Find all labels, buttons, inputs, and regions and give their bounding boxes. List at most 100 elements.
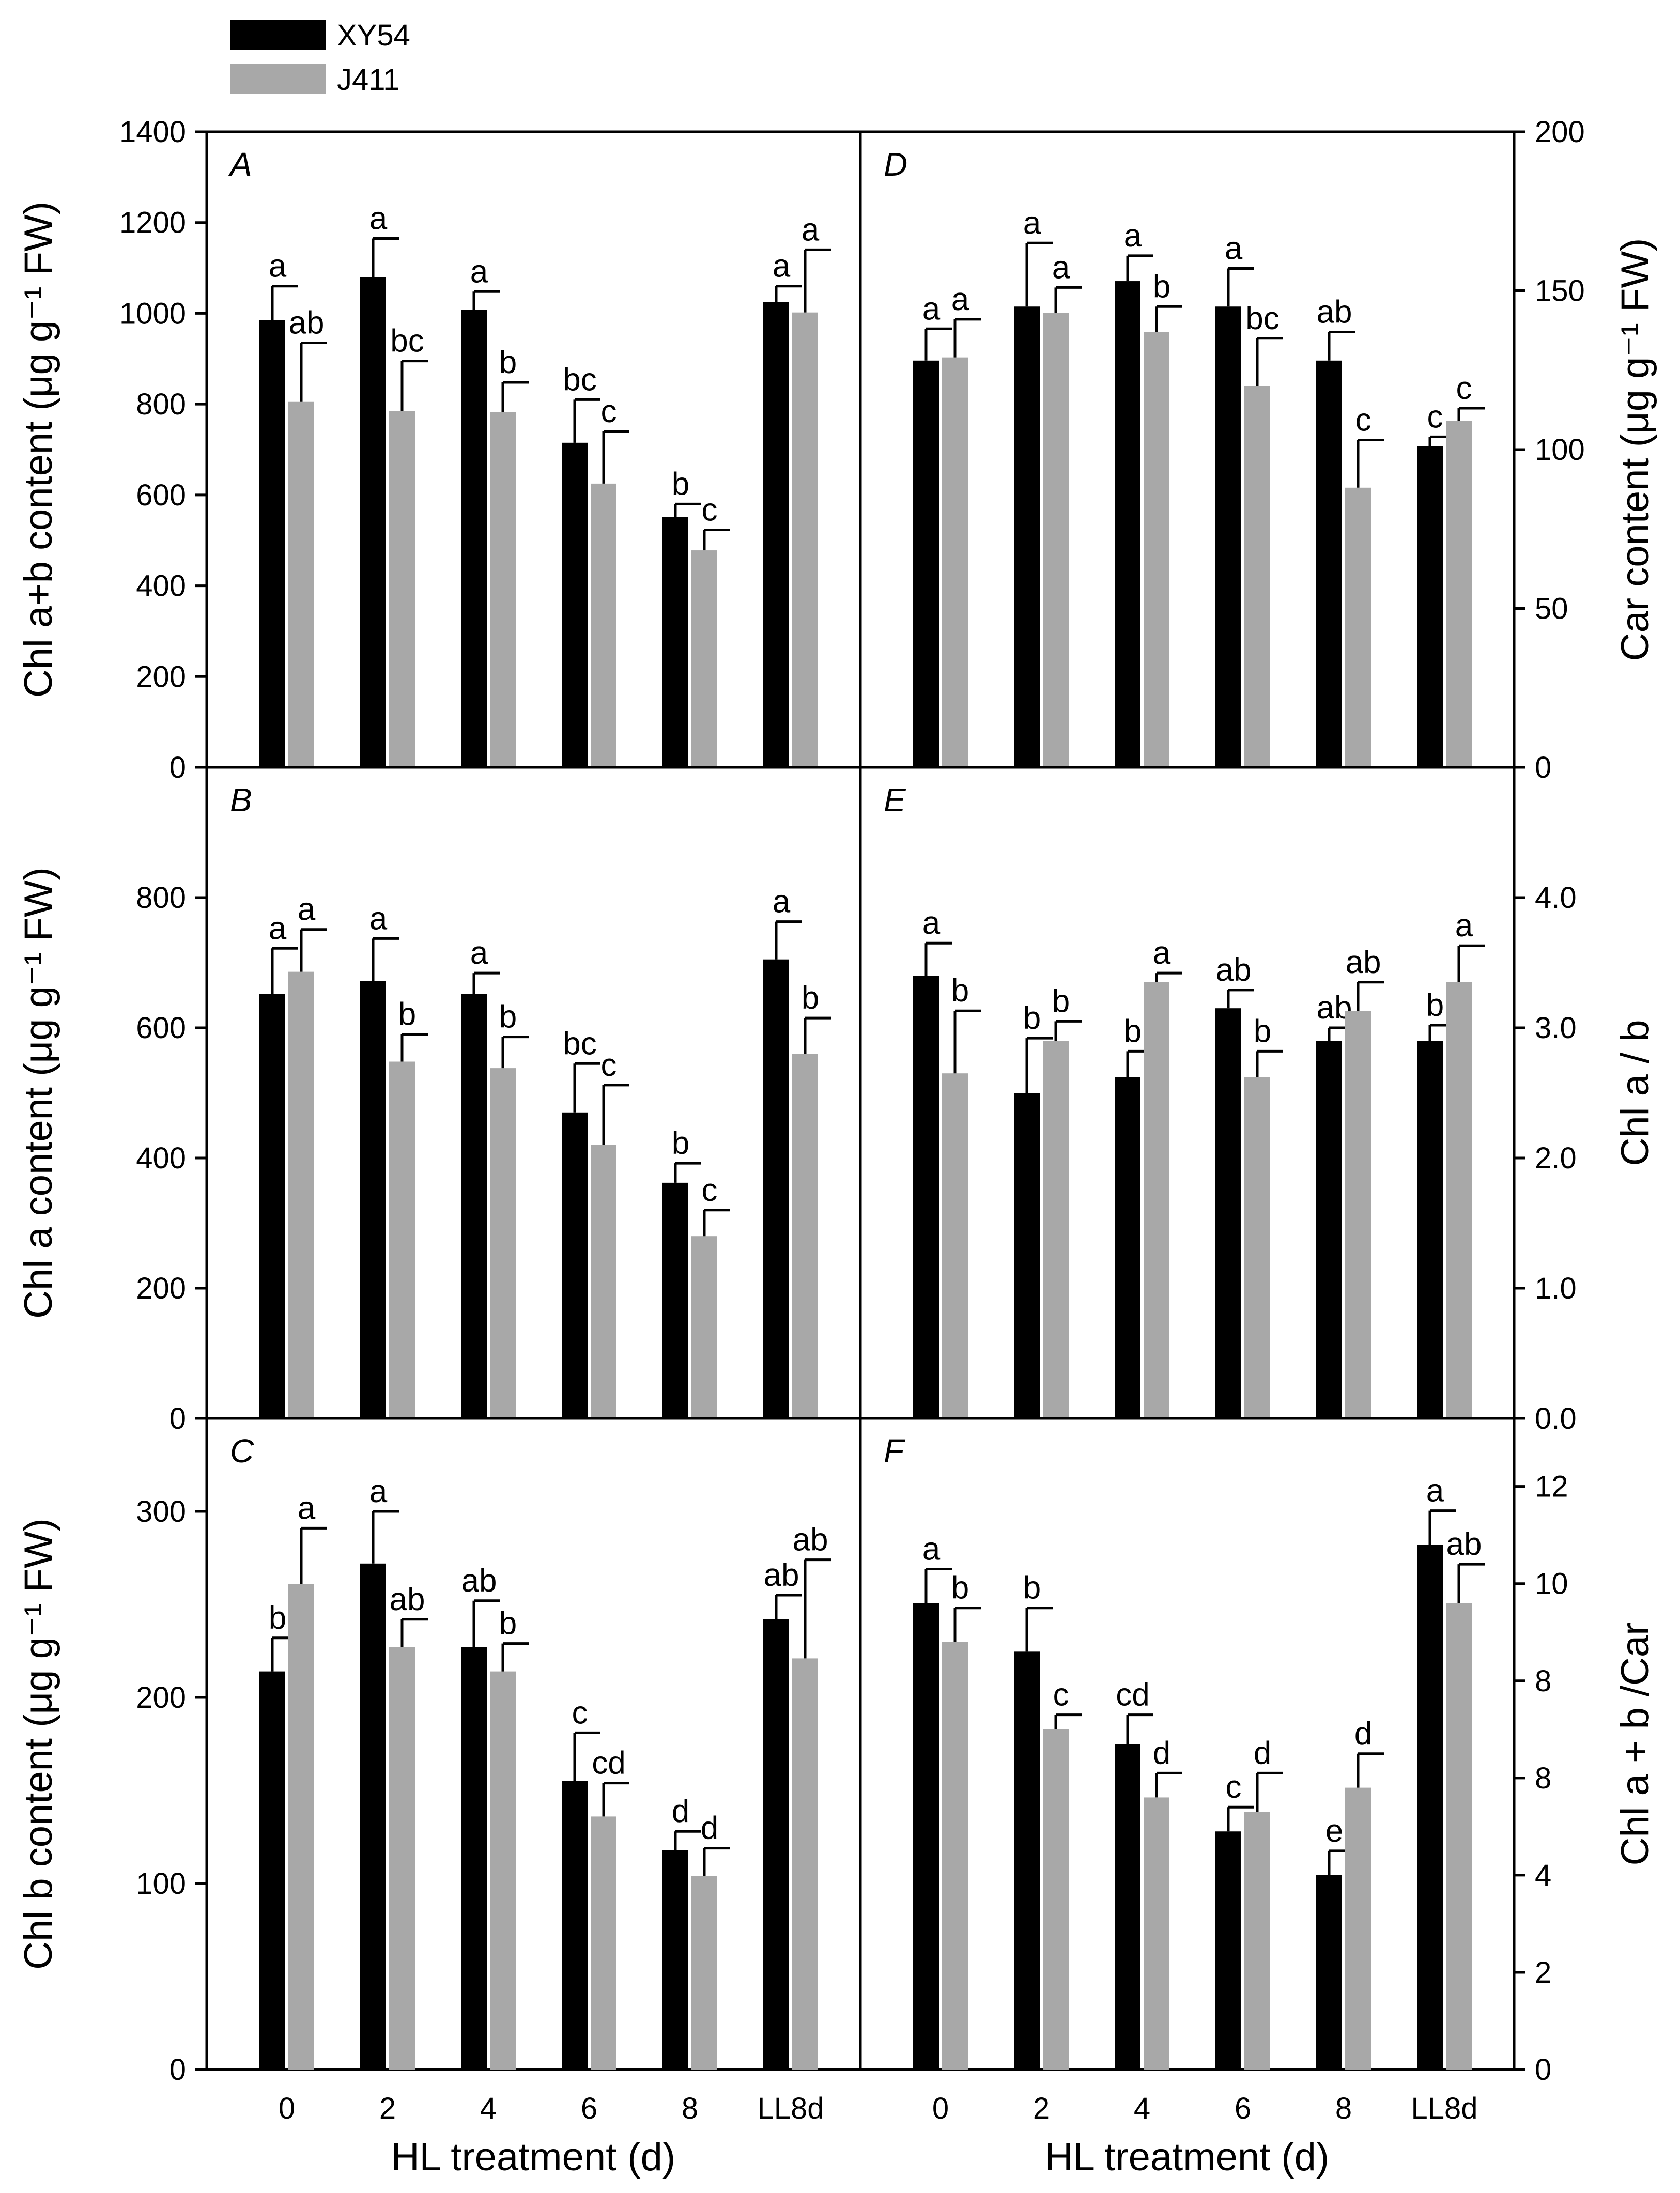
y-tick-label: 50 — [1535, 592, 1568, 626]
legend-label-xy54: XY54 — [337, 19, 410, 52]
significance-label: ab — [1346, 945, 1381, 980]
significance-label: b — [672, 466, 689, 502]
significance-label: b — [802, 980, 819, 1016]
y-axis-title: Chl a content (μg g⁻¹ FW) — [17, 867, 60, 1319]
bar-j411-ll8d — [792, 1054, 818, 1418]
bar-xy54-6 — [562, 442, 588, 767]
significance-label: b — [499, 345, 517, 380]
significance-label: c — [702, 1172, 718, 1208]
bar-j411-2 — [389, 1061, 415, 1418]
bar-j411-4 — [490, 1068, 516, 1418]
y-tick-label: 200 — [136, 1681, 186, 1715]
significance-label: a — [369, 200, 388, 236]
y-tick-label: 1400 — [119, 115, 186, 149]
y-tick-label: 8 — [1535, 1664, 1551, 1698]
bar-xy54-8 — [662, 1850, 688, 2070]
bar-j411-ll8d — [1446, 982, 1472, 1418]
bar-j411-8 — [691, 1876, 717, 2070]
significance-label: b — [499, 999, 517, 1035]
bar-xy54-0 — [259, 994, 285, 1418]
y-tick-label: 100 — [1535, 433, 1585, 467]
bar-xy54-2 — [1014, 306, 1040, 767]
significance-label: b — [1254, 1013, 1271, 1049]
significance-label: a — [1052, 250, 1070, 285]
y-tick-label: 8 — [1535, 1762, 1551, 1795]
bar-xy54-ll8d — [1417, 446, 1443, 767]
y-tick-label: 0 — [169, 751, 186, 784]
significance-label: d — [701, 1811, 718, 1846]
significance-label: ab — [764, 1557, 799, 1593]
bar-j411-4 — [490, 412, 516, 767]
y-tick-label: 3.0 — [1535, 1011, 1577, 1045]
significance-label: c — [601, 394, 617, 429]
bar-j411-4 — [1144, 1797, 1169, 2070]
y-axis-title: Car content (μg g⁻¹ FW) — [1613, 238, 1657, 661]
y-tick-label: 4.0 — [1535, 881, 1577, 915]
significance-label: b — [1052, 983, 1070, 1019]
significance-label: a — [802, 212, 820, 248]
bar-xy54-4 — [1115, 281, 1140, 767]
y-axis-title: Chl a + b /Car — [1613, 1623, 1657, 1866]
bar-j411-6 — [1244, 1077, 1270, 1418]
panel-letter: A — [228, 146, 252, 183]
significance-label: a — [773, 884, 791, 920]
significance-label: a — [1225, 230, 1243, 266]
y-tick-label: 1000 — [119, 297, 186, 330]
bar-j411-8 — [1345, 1011, 1371, 1418]
significance-label: c — [1226, 1769, 1242, 1805]
significance-label: d — [1153, 1735, 1170, 1771]
significance-label: a — [951, 282, 969, 317]
bar-xy54-2 — [1014, 1093, 1040, 1418]
significance-label: a — [298, 1490, 316, 1526]
bar-xy54-2 — [360, 981, 386, 1418]
significance-label: cd — [592, 1746, 625, 1781]
bar-xy54-8 — [1316, 1875, 1342, 2070]
y-tick-label: 600 — [136, 1011, 186, 1045]
significance-label: b — [1023, 1000, 1041, 1036]
legend-swatch-xy54 — [230, 20, 326, 50]
bar-xy54-ll8d — [1417, 1545, 1443, 2070]
bar-xy54-0 — [259, 320, 285, 767]
bar-j411-0 — [288, 1584, 314, 2070]
bar-j411-6 — [1244, 1812, 1270, 2070]
bar-xy54-ll8d — [763, 959, 789, 1418]
bar-j411-0 — [288, 401, 314, 767]
bar-j411-ll8d — [1446, 1603, 1472, 2070]
bar-j411-6 — [591, 483, 616, 767]
bar-xy54-0 — [259, 1671, 285, 2070]
panel-a: A 0 200 400 600 800 1000 1200 1400 Chl a+b conten… — [17, 115, 862, 784]
bar-j411-8 — [691, 550, 717, 767]
significance-label: bc — [563, 1026, 596, 1061]
significance-label: ab — [1216, 952, 1252, 988]
significance-label: a — [922, 1531, 941, 1567]
y-tick-label: 200 — [136, 660, 186, 693]
panel-letter: C — [230, 1432, 254, 1470]
significance-label: ab — [1446, 1526, 1482, 1562]
y-tick-label: 0 — [169, 2053, 186, 2087]
significance-label: a — [773, 249, 791, 284]
y-tick-label: 600 — [136, 478, 186, 512]
significance-label: a — [1455, 908, 1473, 944]
legend-label-j411: J411 — [337, 63, 399, 97]
x-tick-label: 2 — [1033, 2092, 1050, 2125]
significance-label: a — [470, 935, 488, 971]
bar-j411-4 — [1144, 332, 1169, 767]
significance-label: bc — [1245, 301, 1279, 336]
panel-frame — [859, 1417, 1516, 2071]
significance-label: a — [269, 249, 287, 284]
legend-swatch-j411 — [230, 64, 326, 94]
x-tick-label: LL8d — [1411, 2092, 1477, 2125]
y-tick-label: 10 — [1535, 1567, 1568, 1601]
bar-j411-0 — [942, 357, 968, 767]
y-tick-label: 2.0 — [1535, 1141, 1577, 1175]
significance-label: b — [499, 1606, 517, 1642]
x-tick-label: 4 — [480, 2092, 497, 2125]
bar-j411-4 — [1144, 982, 1169, 1418]
bar-xy54-2 — [360, 277, 386, 767]
x-axis-title: HL treatment (d) — [1045, 2135, 1329, 2179]
y-tick-label: 0 — [1535, 751, 1551, 784]
bar-xy54-ll8d — [763, 1619, 789, 2070]
bar-j411-8 — [1345, 1787, 1371, 2070]
